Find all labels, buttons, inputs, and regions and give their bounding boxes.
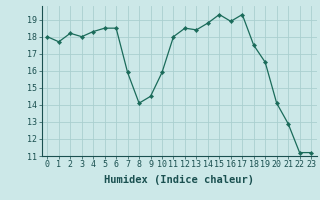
- X-axis label: Humidex (Indice chaleur): Humidex (Indice chaleur): [104, 175, 254, 185]
